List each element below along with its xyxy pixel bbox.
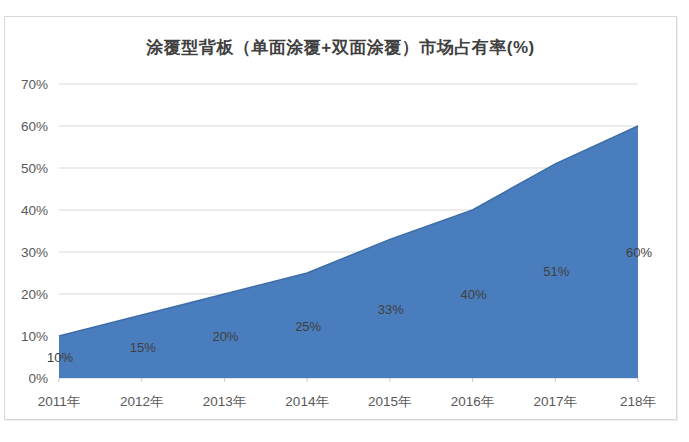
x-axis-tick-label: 2014年 [285, 394, 329, 409]
data-label: 25% [295, 319, 321, 334]
data-label: 15% [130, 340, 156, 355]
y-axis-tick-label: 0% [28, 371, 48, 386]
data-label: 40% [461, 287, 487, 302]
x-axis-tick-label: 2011年 [38, 394, 81, 409]
x-axis-tick-label: 2015年 [368, 394, 412, 409]
data-label: 10% [47, 350, 73, 365]
y-axis-tick-label: 40% [21, 203, 48, 218]
y-axis-tick-label: 20% [21, 287, 48, 302]
y-axis-tick-label: 30% [21, 245, 48, 260]
data-label: 51% [543, 264, 569, 279]
x-axis-tick-label: 2017年 [534, 394, 578, 409]
y-axis-tick-label: 70% [21, 77, 48, 92]
x-axis-tick-label: 2013年 [203, 394, 247, 409]
area-chart: 0% 10% 20% 30% 40% 50% 60% 70% 2011年 2012年 2013年 20… [0, 0, 689, 442]
data-label: 60% [626, 245, 652, 260]
x-axis-tick-label: 2016年 [451, 394, 495, 409]
y-axis-tick-label: 10% [21, 329, 48, 344]
y-axis-tick-label: 60% [21, 119, 48, 134]
page: 涂覆型背板（单面涂覆+双面涂覆）市场占有率(%) 0%10%20%30%40%5… [0, 0, 689, 442]
x-axis-tick-label: 218年 [620, 394, 657, 409]
data-label: 20% [212, 329, 238, 344]
x-axis-tick-label: 2012年 [120, 394, 164, 409]
data-label: 33% [378, 302, 404, 317]
y-axis-tick-label: 50% [21, 161, 48, 176]
